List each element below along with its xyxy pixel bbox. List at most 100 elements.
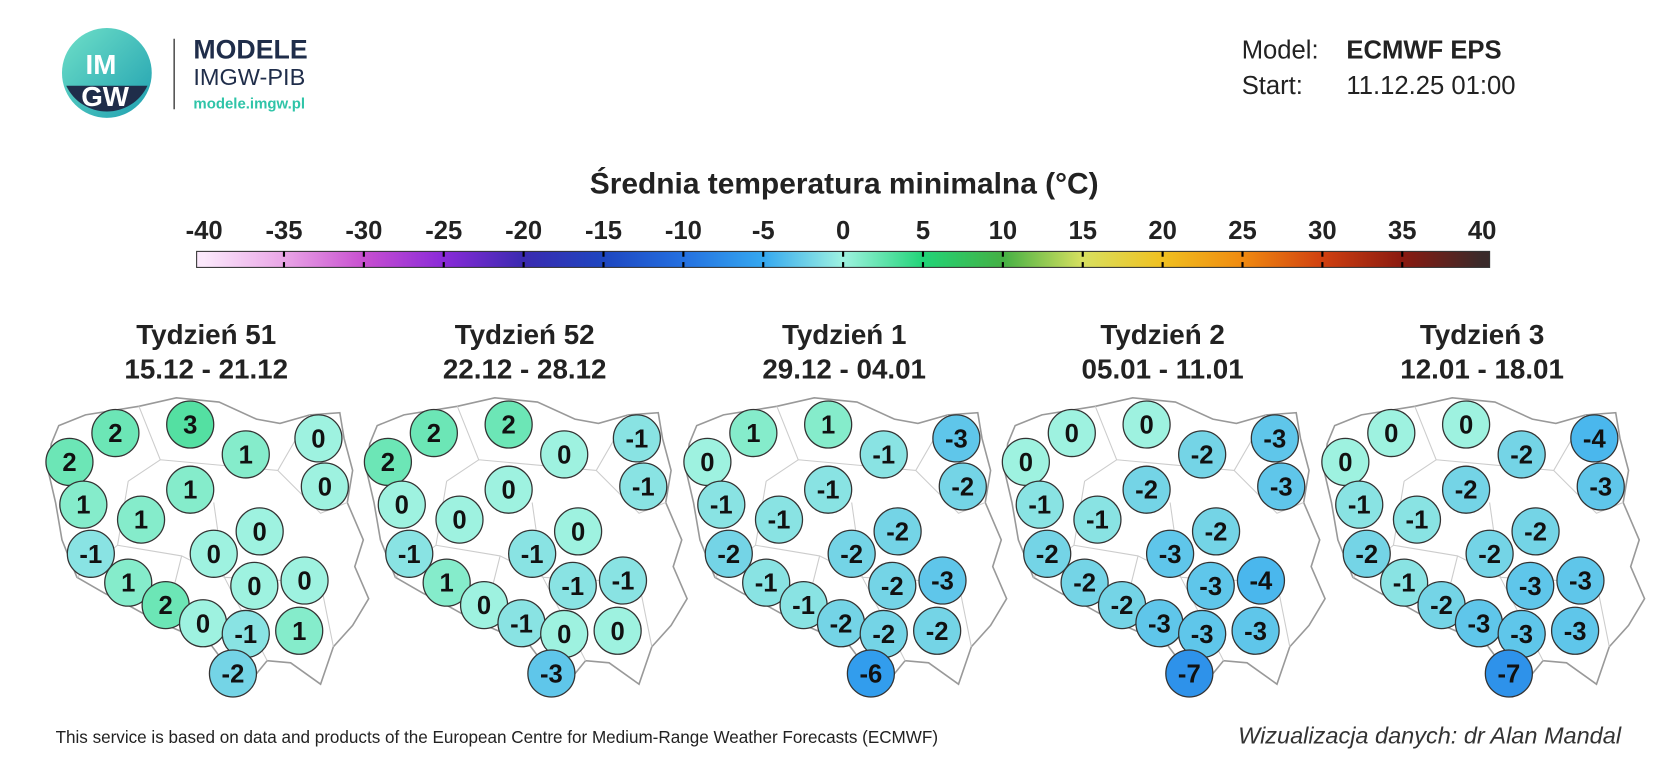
colorbar-tick-label: -15 bbox=[585, 217, 622, 245]
value-circle bbox=[1236, 556, 1286, 605]
value-circle bbox=[1550, 606, 1600, 655]
value-circle bbox=[385, 529, 434, 578]
value-label: -1 bbox=[1406, 507, 1429, 535]
value-circle bbox=[913, 606, 962, 655]
value-label: -2 bbox=[872, 621, 895, 649]
value-circle bbox=[1191, 507, 1241, 556]
value-circle bbox=[527, 649, 576, 698]
logo: IM GW bbox=[61, 28, 152, 118]
value-label: -1 bbox=[632, 474, 655, 502]
colorbar-tick-label: -25 bbox=[425, 217, 462, 245]
value-circle bbox=[1367, 408, 1416, 458]
value-circle bbox=[422, 558, 471, 607]
value-label: 0 bbox=[477, 592, 491, 620]
value-label: 1 bbox=[746, 420, 760, 448]
url: modele.imgw.pl bbox=[193, 95, 305, 112]
value-label: -2 bbox=[1191, 441, 1214, 469]
logo-text: IM bbox=[85, 49, 116, 80]
value-circle bbox=[598, 556, 648, 605]
map-dates: 15.12 - 21.12 bbox=[124, 353, 288, 384]
colorbar-tick-label: 10 bbox=[989, 217, 1018, 245]
value-circle bbox=[846, 649, 896, 698]
value-label: -2 bbox=[886, 518, 909, 546]
value-label: -2 bbox=[1073, 570, 1096, 598]
value-circle bbox=[859, 430, 908, 479]
value-label: -2 bbox=[881, 573, 904, 601]
value-circle bbox=[918, 556, 967, 605]
logo-base bbox=[66, 85, 148, 112]
value-label: 0 bbox=[253, 518, 267, 546]
value-circle bbox=[300, 462, 350, 511]
value-label: -2 bbox=[1478, 541, 1501, 569]
value-label: -1 bbox=[792, 592, 815, 620]
value-label: 0 bbox=[1459, 412, 1473, 440]
value-circle bbox=[1231, 606, 1280, 655]
value-label: -2 bbox=[717, 541, 740, 569]
value-label: 0 bbox=[502, 477, 516, 505]
value-label: 1 bbox=[440, 570, 454, 598]
value-circle bbox=[1484, 649, 1533, 698]
value-circle bbox=[1511, 507, 1560, 556]
value-label: -1 bbox=[521, 541, 544, 569]
value-circle bbox=[1441, 465, 1491, 514]
value-label: -3 bbox=[1589, 474, 1612, 502]
value-label: 0 bbox=[557, 441, 571, 469]
value-label: -3 bbox=[1159, 541, 1182, 569]
value-label: -2 bbox=[1036, 541, 1059, 569]
value-label: -1 bbox=[1348, 492, 1371, 520]
value-circle bbox=[275, 606, 324, 655]
value-label: -3 bbox=[1270, 474, 1293, 502]
value-label: 0 bbox=[247, 573, 261, 601]
value-circle bbox=[377, 480, 426, 529]
value-label: -4 bbox=[1583, 425, 1607, 453]
value-circle bbox=[754, 495, 804, 544]
value-label: -2 bbox=[1455, 477, 1478, 505]
value-label: -1 bbox=[612, 568, 635, 596]
colorbar-tick-label: 30 bbox=[1308, 217, 1337, 245]
value-circle bbox=[1392, 495, 1442, 544]
value-label: 1 bbox=[183, 477, 197, 505]
value-label: 0 bbox=[1065, 420, 1079, 448]
value-label: 0 bbox=[318, 474, 332, 502]
value-label: -1 bbox=[755, 570, 778, 598]
value-label: -1 bbox=[710, 492, 733, 520]
value-label: -7 bbox=[1497, 661, 1520, 689]
value-label: 2 bbox=[427, 420, 441, 448]
value-label: 2 bbox=[62, 449, 76, 477]
map-title: Tydzień 52 bbox=[455, 319, 595, 350]
week-map: Tydzień 129.12 - 04.011 1 -30 -1-2-1-1-1 -2-… bbox=[683, 319, 1008, 698]
value-label: 0 bbox=[1384, 420, 1398, 448]
colorbar-tick-label: -5 bbox=[752, 217, 775, 245]
value-label: 1 bbox=[121, 570, 135, 598]
colorbar-tick-label: 25 bbox=[1228, 217, 1257, 245]
value-label: 0 bbox=[700, 449, 714, 477]
value-circle bbox=[873, 507, 922, 556]
value-label: -2 bbox=[951, 474, 974, 502]
value-label: -1 bbox=[1086, 507, 1109, 535]
model: ECMWF EPS bbox=[1346, 36, 1501, 64]
value-label: -1 bbox=[510, 610, 533, 638]
value-label: -3 bbox=[1244, 618, 1267, 646]
value-circle bbox=[294, 414, 343, 463]
value-circle bbox=[804, 400, 853, 449]
value-label: 1 bbox=[76, 492, 90, 520]
value-label: 0 bbox=[196, 610, 210, 638]
value-circle bbox=[612, 414, 662, 463]
colorbar-tick-label: 15 bbox=[1068, 217, 1097, 245]
value-circle bbox=[1122, 465, 1171, 514]
value-label: 1 bbox=[292, 618, 306, 646]
value-circle bbox=[66, 529, 115, 578]
value-circle bbox=[484, 465, 533, 514]
value-label: -1 bbox=[561, 573, 584, 601]
value-label: -3 bbox=[1519, 573, 1542, 601]
value-circle bbox=[553, 507, 603, 556]
org: IMGW-PIB bbox=[193, 64, 305, 90]
value-circle bbox=[697, 480, 746, 529]
value-label: 2 bbox=[381, 449, 395, 477]
value-label: -2 bbox=[1430, 592, 1453, 620]
value-circle bbox=[804, 465, 853, 514]
value-label: 0 bbox=[1338, 449, 1352, 477]
value-circle bbox=[1335, 480, 1384, 529]
value-circle bbox=[484, 400, 533, 449]
